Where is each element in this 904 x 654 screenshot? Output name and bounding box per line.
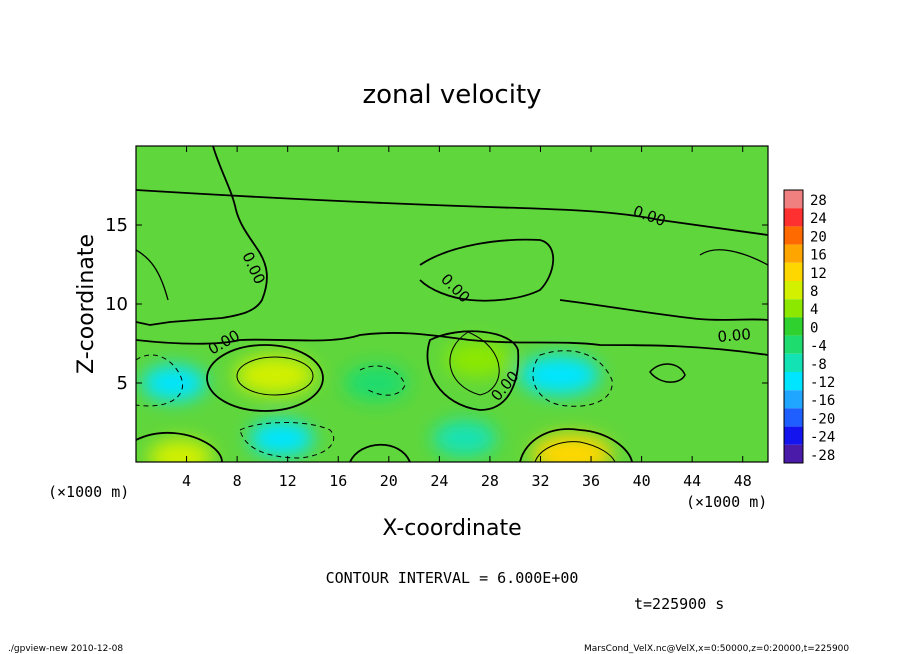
colorbar-swatch bbox=[784, 317, 803, 336]
colorbar-label: 4 bbox=[810, 302, 818, 318]
zero-contour-upper bbox=[136, 189, 768, 236]
x-axis-label: X-coordinate bbox=[382, 516, 521, 541]
colorbar: 28 24 20 16 12 8 4 0 -4 -8 -12 -16 -20 -24 -28 bbox=[783, 189, 835, 464]
colorbar-swatch bbox=[784, 372, 803, 391]
velocity-blob bbox=[344, 365, 409, 401]
positive-contour-mid bbox=[426, 330, 520, 411]
colorbar-label: -16 bbox=[810, 393, 835, 409]
colorbar-swatch bbox=[784, 299, 803, 318]
colorbar-label: 0 bbox=[810, 320, 818, 336]
colorbar-swatch bbox=[784, 390, 803, 409]
colorbar-label: 20 bbox=[810, 229, 827, 245]
x-tick-label: 12 bbox=[279, 472, 297, 490]
colorbar-swatch bbox=[784, 208, 803, 227]
colorbar-frame bbox=[783, 189, 804, 464]
velocity-blob bbox=[249, 420, 314, 457]
colorbar-label: 8 bbox=[810, 284, 818, 300]
colorbar-label: -12 bbox=[810, 375, 835, 391]
positive-contour-corner bbox=[136, 431, 223, 462]
x-unit-left: (×1000 m) bbox=[48, 483, 129, 501]
colorbar-label: -8 bbox=[810, 357, 827, 373]
negative-contour-bottom bbox=[239, 422, 335, 459]
velocity-blob bbox=[235, 355, 316, 396]
x-unit-right: (×1000 m) bbox=[686, 493, 767, 511]
x-tick-label: 4 bbox=[182, 472, 191, 490]
positive-contour-left-inner bbox=[236, 356, 314, 396]
colorbar-label: -28 bbox=[810, 448, 835, 464]
colorbar-swatch bbox=[784, 226, 803, 245]
velocity-blob bbox=[445, 341, 510, 378]
plot-area: 0.00 0.00 0.00 0.00 0.00 0.00 4 8 12 16 20 24… bbox=[105, 145, 769, 490]
contour-interval-text: CONTOUR INTERVAL = 6.000E+00 bbox=[326, 569, 579, 587]
time-text: t=225900 s bbox=[634, 595, 724, 613]
x-tick-label: 16 bbox=[329, 472, 347, 490]
velocity-blob bbox=[532, 434, 613, 462]
x-tick-label: 40 bbox=[633, 472, 651, 490]
colorbar-label: -20 bbox=[810, 411, 835, 427]
colorbar-label: 24 bbox=[810, 211, 827, 227]
y-tick-label: 10 bbox=[105, 294, 128, 315]
velocity-blob bbox=[432, 420, 497, 457]
y-axis: 5 10 15 bbox=[105, 215, 768, 394]
footer-right: MarsCond_VelX.nc@VelX,x=0:50000,z=0:2000… bbox=[584, 644, 849, 654]
positive-contour-mid-inner bbox=[449, 331, 500, 396]
x-tick-label: 36 bbox=[582, 472, 600, 490]
negative-contour-mid bbox=[359, 365, 406, 396]
field-background bbox=[136, 146, 768, 462]
x-tick-label: 8 bbox=[233, 472, 242, 490]
x-tick-label: 48 bbox=[734, 472, 752, 490]
x-tick-label: 20 bbox=[380, 472, 398, 490]
colorbar-label: 12 bbox=[810, 266, 827, 282]
colorbar-swatch bbox=[784, 353, 803, 372]
zero-contour-left-upper bbox=[136, 249, 169, 301]
positive-contour-bottom-inner bbox=[534, 441, 616, 462]
colorbar-label: -24 bbox=[810, 430, 835, 446]
colorbar-swatch bbox=[784, 335, 803, 354]
y-axis-label: Z-coordinate bbox=[74, 234, 99, 374]
positive-contour-bottom bbox=[519, 428, 633, 462]
zero-contour-band bbox=[136, 332, 768, 356]
velocity-blob bbox=[148, 439, 213, 462]
velocity-field bbox=[141, 341, 613, 462]
zero-contour-left bbox=[136, 146, 268, 326]
y-tick-label: 15 bbox=[105, 215, 128, 236]
zero-contour-mid bbox=[419, 238, 555, 302]
colorbar-swatch bbox=[784, 190, 803, 209]
colorbar-swatch bbox=[784, 262, 803, 281]
velocity-blob bbox=[141, 365, 206, 401]
colorbar-swatch bbox=[784, 444, 803, 463]
negative-contour-right bbox=[532, 350, 613, 407]
contour-label: 0.00 bbox=[717, 325, 752, 346]
colorbar-swatch bbox=[784, 408, 803, 427]
x-axis: 4 8 12 16 20 24 28 32 36 40 44 48 bbox=[182, 146, 752, 490]
chart-title: zonal velocity bbox=[362, 80, 541, 110]
footer-left: ./gpview-new 2010-12-08 bbox=[8, 644, 123, 654]
velocity-blob bbox=[519, 355, 600, 396]
colorbar-swatch bbox=[784, 244, 803, 263]
x-tick-label: 44 bbox=[683, 472, 701, 490]
small-contour-right bbox=[649, 363, 686, 383]
colorbar-swatch bbox=[784, 281, 803, 300]
positive-contour-left bbox=[206, 344, 324, 412]
colorbar-label: 28 bbox=[810, 193, 827, 209]
zero-contour-right-upper bbox=[699, 249, 768, 266]
x-tick-label: 24 bbox=[430, 472, 448, 490]
colorbar-label: 16 bbox=[810, 248, 827, 264]
zero-contour-right bbox=[559, 299, 768, 321]
colorbar-swatch bbox=[784, 426, 803, 445]
positive-contour-bottom-mid bbox=[349, 443, 411, 462]
colorbar-label: -4 bbox=[810, 339, 827, 355]
x-tick-label: 32 bbox=[531, 472, 549, 490]
x-tick-label: 28 bbox=[481, 472, 499, 490]
y-tick-label: 5 bbox=[117, 373, 128, 394]
contour-lines bbox=[136, 146, 768, 462]
